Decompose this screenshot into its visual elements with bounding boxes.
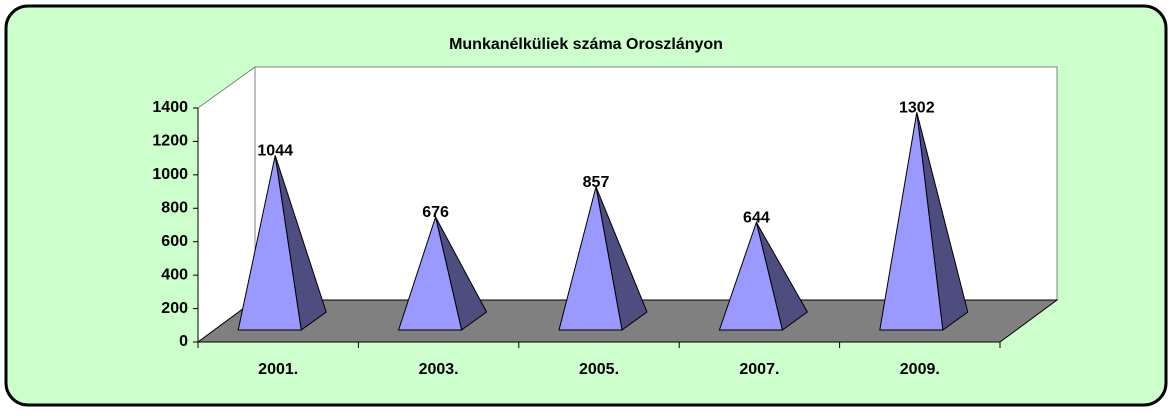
pyramid-front [879,112,944,331]
x-tick-label: 2001. [258,361,298,378]
data-label: 1302 [899,100,935,117]
chart-title: Munkanélküliek száma Oroszlányon [449,36,723,53]
data-label: 857 [583,174,610,191]
pyramid [397,215,488,331]
x-tick-label: 2005. [579,361,619,378]
x-tick-label: 2009. [900,361,940,378]
y-tick-label: 1200 [152,133,188,150]
data-label: 676 [422,204,449,221]
y-tick-label: 400 [161,266,188,283]
pyramid [718,220,809,331]
y-tick-label: 1000 [152,166,188,183]
y-tick-label: 600 [161,233,188,250]
x-tick-label: 2007. [739,361,779,378]
pyramid [879,112,969,331]
pyramid-front [397,215,463,331]
x-tick-label: 2003. [419,361,459,378]
pyramid [558,186,648,331]
pyramid-front [558,186,623,331]
y-tick-label: 1400 [152,99,188,116]
y-tick-label: 200 [161,300,188,317]
pyramid-front [237,155,302,331]
data-label: 1044 [257,143,293,160]
data-label: 644 [743,210,770,227]
y-tick-label: 0 [179,333,188,350]
y-tick-label: 800 [161,200,188,217]
pyramid-front [718,220,784,331]
pyramid [237,155,327,331]
